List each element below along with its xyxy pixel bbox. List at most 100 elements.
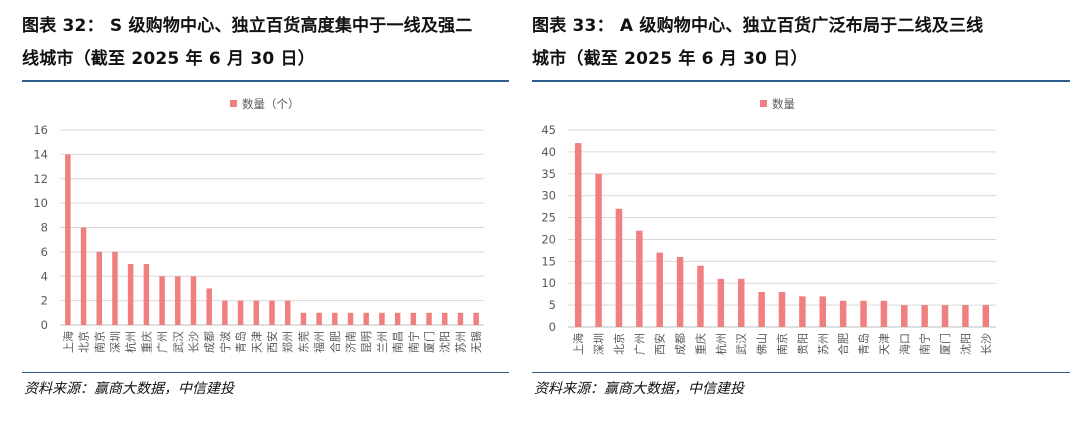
bar-沈阳 <box>962 305 969 327</box>
bar-重庆 <box>697 265 704 327</box>
y-tick-label: 5 <box>549 298 556 312</box>
x-tick-label: 厦门 <box>422 331 436 353</box>
bar-杭州 <box>717 278 725 327</box>
left-bottom-rule <box>22 372 509 373</box>
bar-昆明 <box>363 312 369 325</box>
bar-深圳 <box>595 173 602 327</box>
y-tick-label: 35 <box>541 167 556 181</box>
bar-厦门 <box>941 305 949 327</box>
y-tick-label: 6 <box>41 245 48 259</box>
x-tick-label: 西安 <box>653 333 667 355</box>
bar-无锡 <box>473 312 479 325</box>
y-tick-label: 30 <box>541 189 556 203</box>
y-tick-label: 10 <box>541 276 556 290</box>
bar-南京 <box>778 291 786 327</box>
bar-青岛 <box>860 300 867 327</box>
x-tick-label: 沈阳 <box>958 333 972 355</box>
x-tick-label: 苏州 <box>817 333 830 355</box>
y-tick-label: 15 <box>541 254 556 268</box>
bar-成都 <box>676 256 684 327</box>
bar-合肥 <box>839 300 847 327</box>
x-tick-label: 深圳 <box>593 333 606 355</box>
legend-swatch <box>230 100 237 107</box>
bar-西安 <box>656 252 663 327</box>
y-tick-label: 4 <box>41 269 48 283</box>
chart-legend: 数量（个） <box>230 97 300 111</box>
x-tick-label: 成都 <box>203 331 216 353</box>
x-tick-label: 南昌 <box>392 331 405 353</box>
right-bottom-rule <box>532 372 1070 373</box>
right-title-line2: 城市（截至 2025 年 6 月 30 日） <box>532 49 808 69</box>
bar-济南 <box>347 312 354 325</box>
y-tick-label: 0 <box>41 318 48 332</box>
y-tick-label: 8 <box>41 221 48 235</box>
x-tick-label: 广州 <box>633 333 646 355</box>
bar-郑州 <box>284 300 291 325</box>
bar-深圳 <box>112 251 118 325</box>
left-title-line1: 图表 32： S 级购物中心、独立百货高度集中于一线及强二 <box>22 16 473 36</box>
x-tick-label: 济南 <box>344 331 358 353</box>
bar-南京 <box>96 251 103 325</box>
bar-广州 <box>159 276 165 325</box>
x-tick-label: 昆明 <box>360 331 373 353</box>
left-top-rule <box>22 80 509 82</box>
y-tick-label: 2 <box>41 294 48 308</box>
chart-legend: 数量 <box>760 97 795 111</box>
right-top-rule <box>532 80 1070 82</box>
bar-苏州 <box>457 312 464 325</box>
x-tick-label: 成都 <box>674 333 687 355</box>
left-figure-title: 图表 32： S 级购物中心、独立百货高度集中于一线及强二 线城市（截至 202… <box>22 10 509 76</box>
right-figure-title: 图表 33： A 级购物中心、独立百货广泛布局于二线及三线 城市（截至 2025… <box>532 10 1064 76</box>
left-bar-chart: 数量（个） 0 2 4 6 8 10 12 14 16 上海 北京 南京 深圳 杭州 重庆 广州 武汉 长沙 成都 宁波… <box>33 97 484 353</box>
x-tick-label: 东莞 <box>297 331 310 353</box>
y-tick-label: 10 <box>33 196 48 210</box>
right-title-line1: 图表 33： A 级购物中心、独立百货广泛布局于二线及三线 <box>532 16 984 36</box>
x-tick-label: 郑州 <box>281 331 295 353</box>
x-tick-label: 重庆 <box>139 331 153 353</box>
x-tick-label: 杭州 <box>714 333 728 355</box>
y-tick-label: 25 <box>541 211 556 225</box>
x-tick-label: 青岛 <box>234 331 248 353</box>
x-tick-label: 西安 <box>265 331 279 353</box>
right-source-note: 资料来源：赢商大数据，中信建投 <box>534 381 744 397</box>
bar-佛山 <box>758 291 765 327</box>
bar-海口 <box>901 305 908 327</box>
bar-宁波 <box>222 300 228 325</box>
x-tick-label: 南京 <box>775 333 789 355</box>
y-tick-label: 0 <box>549 320 556 334</box>
x-tick-label: 武汉 <box>735 333 748 355</box>
legend-label: 数量 <box>772 97 795 111</box>
right-bar-chart: 数量 0 5 10 15 20 25 30 35 40 45 上海 深圳 北京 广州 西安 成都 重庆 杭州 武汉 佛山… <box>541 97 996 355</box>
bar-青岛 <box>237 300 244 325</box>
x-tick-label: 佛山 <box>756 333 769 355</box>
bar-苏州 <box>819 296 827 327</box>
x-tick-label: 苏州 <box>454 331 467 353</box>
bar-沈阳 <box>441 312 448 325</box>
bar-重庆 <box>143 264 150 325</box>
right-figure-panel: 图表 33： A 级购物中心、独立百货广泛布局于二线及三线 城市（截至 2025… <box>532 0 1070 424</box>
left-figure-panel: 图表 32： S 级购物中心、独立百货高度集中于一线及强二 线城市（截至 202… <box>0 0 515 424</box>
x-tick-label: 长沙 <box>187 331 200 353</box>
bar-天津 <box>880 300 888 327</box>
bar-西安 <box>269 300 275 325</box>
y-tick-label: 14 <box>33 147 48 161</box>
x-tick-label: 南宁 <box>918 333 932 355</box>
bar-天津 <box>253 300 260 325</box>
x-tick-label: 北京 <box>612 333 626 355</box>
bar-合肥 <box>332 312 338 325</box>
y-tick-label: 20 <box>541 232 556 246</box>
bar-贵阳 <box>799 296 806 327</box>
x-tick-label: 青岛 <box>857 333 871 355</box>
x-tick-label: 天津 <box>878 333 891 355</box>
x-tick-label: 长沙 <box>980 333 993 355</box>
bar-武汉 <box>737 278 745 327</box>
x-tick-label: 沈阳 <box>438 331 452 353</box>
x-tick-label: 上海 <box>61 331 75 353</box>
x-tick-label: 厦门 <box>938 333 952 355</box>
bar-上海 <box>65 154 71 325</box>
x-tick-label: 合肥 <box>836 333 850 355</box>
x-tick-label: 杭州 <box>124 331 138 353</box>
bar-长沙 <box>982 305 990 327</box>
bar-北京 <box>80 227 87 325</box>
x-tick-label: 宁波 <box>218 331 232 353</box>
